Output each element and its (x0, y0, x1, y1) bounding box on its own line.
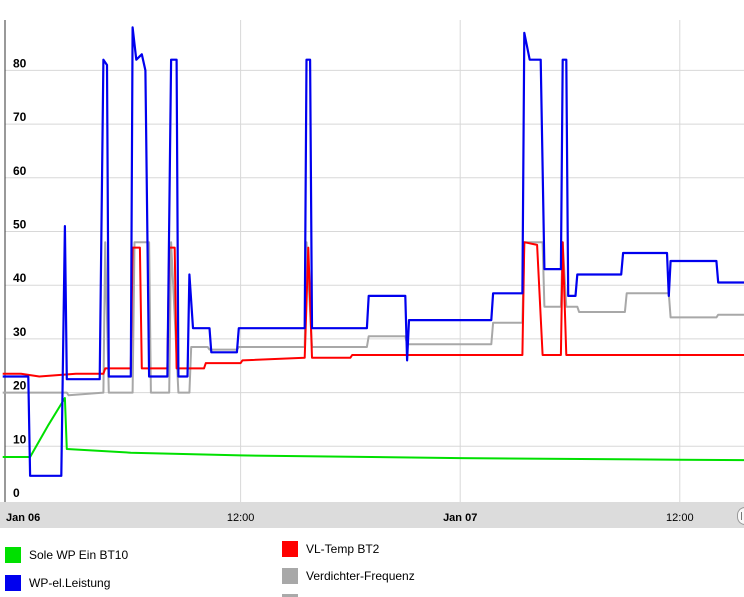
x-tick-label: 12:00 (666, 512, 694, 524)
legend-label: WP-el.Leistung (29, 576, 111, 590)
legend-swatch-partial (282, 594, 298, 597)
x-axis-band (0, 502, 744, 528)
series-lines (2, 26, 744, 477)
legend-swatch (282, 541, 298, 557)
legend-label: VL-Temp BT2 (306, 542, 380, 556)
legend-label: Verdichter-Frequenz (306, 569, 415, 583)
horizontal-gridlines (5, 69, 744, 447)
y-tick-label: 0 (13, 486, 20, 500)
legend-swatch (282, 568, 298, 584)
y-tick-label: 20 (13, 379, 27, 393)
x-tick-label: Jan 06 (6, 512, 40, 524)
legend-item-2[interactable]: VL-Temp BT2 (282, 541, 379, 557)
y-tick-label: 50 (13, 218, 27, 232)
legend-item-3[interactable]: Verdichter-Frequenz (282, 568, 415, 584)
horizontal-scroll-handle[interactable] (737, 507, 744, 525)
legend-swatch (5, 575, 21, 591)
y-tick-label: 70 (13, 110, 27, 124)
legend-swatch (5, 547, 21, 563)
series-line-vl-temp-bt2 (2, 241, 744, 378)
legend-label: Sole WP Ein BT10 (29, 548, 129, 562)
x-tick-label: Jan 07 (443, 512, 477, 524)
series-line-sole-wp-ein-bt10 (2, 397, 744, 462)
x-tick-label: 12:00 (227, 512, 255, 524)
chart-plot: 0 10 20 30 40 50 60 70 80 Jan 06 12:00 Jan 07 12:00… (0, 20, 744, 528)
legend-item-1[interactable]: WP-el.Leistung (5, 575, 110, 591)
y-tick-label: 60 (13, 164, 27, 178)
y-tick-label: 40 (13, 271, 27, 285)
y-tick-labels: 0 10 20 30 40 50 60 70 80 (13, 56, 27, 500)
series-line-verdichter-frequenz (2, 241, 744, 397)
y-tick-label: 80 (13, 56, 27, 70)
series-line-wp-el-leistung (2, 26, 744, 477)
legend-item-0[interactable]: Sole WP Ein BT10 (5, 547, 128, 563)
y-tick-label: 30 (13, 325, 27, 339)
vertical-gridlines (240, 20, 681, 502)
y-tick-label: 10 (13, 432, 27, 446)
